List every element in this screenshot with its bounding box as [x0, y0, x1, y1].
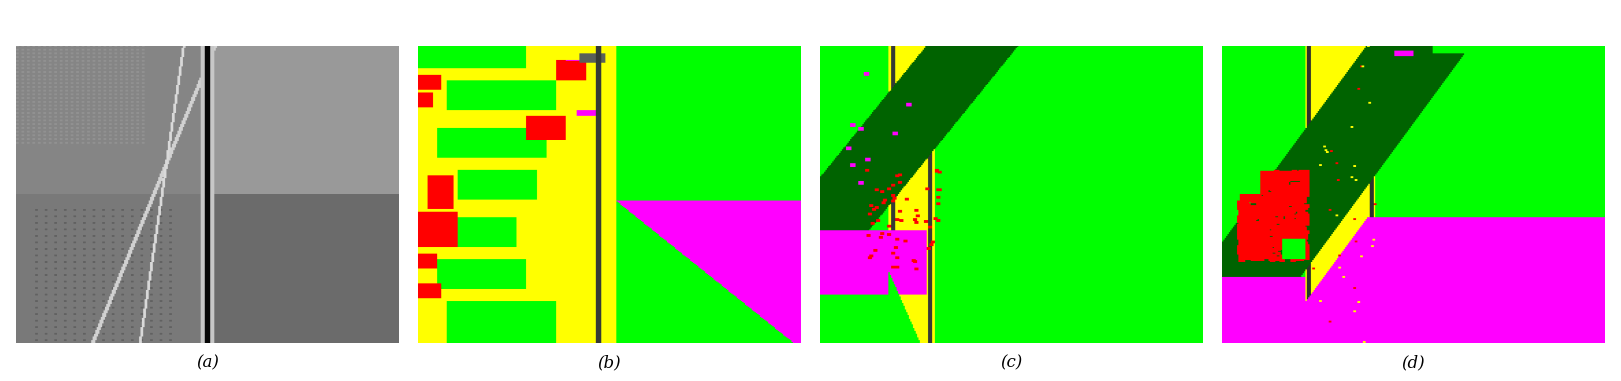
- Text: (d): (d): [1402, 355, 1425, 372]
- Text: (c): (c): [1000, 355, 1023, 372]
- Text: (b): (b): [598, 355, 621, 372]
- Text: (a): (a): [196, 355, 219, 372]
